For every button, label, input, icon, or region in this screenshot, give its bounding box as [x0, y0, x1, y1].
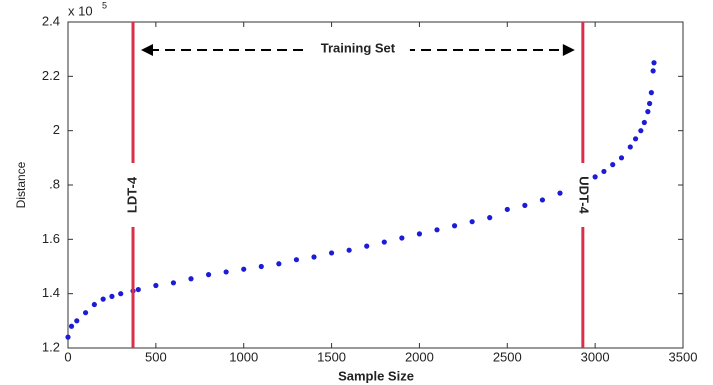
point — [188, 276, 194, 282]
y-axis-label: Distance — [14, 161, 28, 208]
x-tick-label: 2500 — [493, 349, 522, 364]
point — [170, 280, 177, 286]
point — [82, 310, 89, 316]
point — [539, 197, 546, 203]
x-tick-label: 3500 — [669, 349, 698, 364]
y-exponent-base: x 10 — [68, 3, 93, 18]
point — [223, 269, 229, 275]
point — [100, 296, 106, 302]
threshold-label: LDT-4 — [124, 176, 139, 213]
point — [241, 266, 247, 272]
y-tick-label: 2.2 — [42, 68, 60, 83]
point — [399, 235, 405, 241]
point — [647, 100, 653, 107]
point — [135, 286, 141, 293]
point — [645, 109, 651, 115]
span-label: Training Set — [321, 40, 396, 55]
point — [109, 293, 115, 299]
point — [91, 301, 97, 308]
point — [627, 144, 633, 150]
point — [618, 155, 625, 161]
point — [118, 291, 124, 297]
point — [258, 263, 264, 270]
x-tick-label: 500 — [145, 349, 167, 364]
x-tick-label: 3000 — [581, 349, 610, 364]
threshold-label-bg — [573, 163, 592, 227]
point — [416, 231, 423, 237]
point — [557, 190, 563, 196]
point — [641, 119, 647, 126]
point — [487, 215, 493, 221]
point — [469, 219, 475, 225]
y-exponent: 5 — [102, 0, 107, 10]
arrow-head — [141, 44, 154, 56]
x-tick-label: 0 — [64, 349, 71, 364]
arrow-head — [562, 44, 575, 56]
point — [381, 239, 387, 245]
point — [522, 202, 528, 208]
y-tick-label: 1.6 — [42, 231, 60, 246]
threshold-label-bg — [124, 163, 143, 227]
y-tick-label: 1.4 — [42, 285, 60, 300]
point — [451, 223, 458, 229]
point — [311, 254, 317, 260]
point — [632, 136, 639, 142]
point — [65, 334, 71, 340]
point — [68, 323, 75, 329]
y-tick-label: .8 — [49, 176, 60, 191]
point — [651, 60, 657, 66]
y-tick-label: 2.4 — [42, 13, 60, 28]
y-tick-label: 1.2 — [42, 339, 60, 354]
point — [276, 261, 282, 267]
threshold-label: UDT-4 — [576, 176, 591, 214]
point — [610, 162, 616, 168]
x-tick-label: 1000 — [229, 349, 258, 364]
point — [205, 272, 212, 278]
point — [592, 174, 598, 180]
point — [74, 318, 80, 324]
x-axis-label: Sample Size — [338, 368, 414, 383]
point — [328, 250, 335, 256]
span-label-bg — [305, 40, 410, 58]
point — [293, 257, 300, 263]
y-tick-label: 2 — [53, 122, 60, 137]
point — [648, 90, 654, 96]
x-tick-label: 2000 — [405, 349, 434, 364]
point — [346, 247, 352, 253]
point — [601, 168, 607, 175]
point — [364, 243, 370, 249]
x-tick-label: 1500 — [317, 349, 346, 364]
point — [434, 227, 440, 233]
point — [504, 206, 510, 213]
point — [650, 68, 656, 74]
point — [153, 282, 159, 289]
point — [638, 128, 644, 134]
